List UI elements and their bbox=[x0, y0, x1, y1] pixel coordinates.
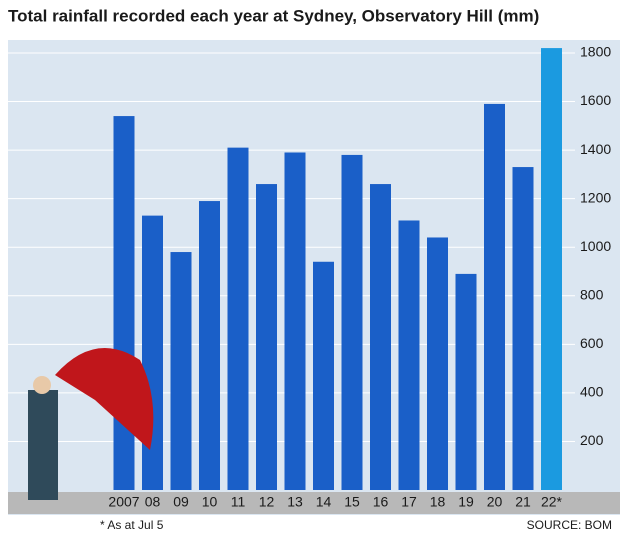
y-tick-label: 200 bbox=[580, 432, 604, 448]
umbrella bbox=[55, 348, 154, 450]
y-tick-label: 800 bbox=[580, 286, 604, 302]
bar bbox=[142, 215, 163, 490]
bar bbox=[512, 167, 534, 490]
y-tick-label: 600 bbox=[580, 335, 604, 351]
x-tick-label: 10 bbox=[202, 494, 218, 510]
x-tick-label: 09 bbox=[173, 494, 189, 510]
x-tick-label: 13 bbox=[287, 494, 303, 510]
bar bbox=[170, 252, 192, 490]
x-tick-label: 20 bbox=[487, 494, 503, 510]
chart-title: Total rainfall recorded each year at Syd… bbox=[8, 6, 539, 25]
bar bbox=[256, 184, 277, 490]
bar bbox=[284, 152, 306, 490]
bar bbox=[541, 48, 562, 491]
person bbox=[28, 390, 58, 500]
figure bbox=[28, 348, 154, 500]
bar bbox=[427, 237, 448, 490]
x-tick-label: 21 bbox=[515, 494, 531, 510]
x-tick-label: 12 bbox=[259, 494, 275, 510]
bar bbox=[227, 147, 249, 490]
x-tick-label: 15 bbox=[344, 494, 360, 510]
ground bbox=[8, 492, 620, 514]
bar bbox=[398, 220, 420, 491]
y-tick-label: 400 bbox=[580, 384, 604, 400]
x-tick-label: 08 bbox=[145, 494, 161, 510]
x-tick-label: 17 bbox=[401, 494, 417, 510]
x-tick-label: 2007 bbox=[108, 494, 139, 510]
y-tick-label: 1000 bbox=[580, 238, 611, 254]
x-tick-label: 14 bbox=[316, 494, 332, 510]
x-tick-label: 16 bbox=[373, 494, 389, 510]
bar bbox=[199, 201, 220, 491]
x-tick-label: 11 bbox=[231, 494, 246, 510]
bar bbox=[313, 261, 334, 490]
x-tick-label: 18 bbox=[430, 494, 446, 510]
y-tick-label: 1600 bbox=[580, 92, 611, 108]
x-tick-label: 22* bbox=[541, 494, 563, 510]
bar bbox=[484, 103, 505, 490]
footnote: * As at Jul 5 bbox=[100, 518, 164, 532]
bar bbox=[370, 184, 391, 490]
y-tick-label: 1400 bbox=[580, 141, 611, 157]
bar bbox=[455, 273, 477, 490]
bar bbox=[341, 154, 363, 490]
source: SOURCE: BOM bbox=[527, 518, 612, 532]
head bbox=[33, 376, 51, 394]
x-tick-label: 19 bbox=[458, 494, 474, 510]
bar bbox=[113, 116, 135, 490]
y-tick-label: 1800 bbox=[580, 44, 611, 60]
y-tick-label: 1200 bbox=[580, 189, 611, 205]
